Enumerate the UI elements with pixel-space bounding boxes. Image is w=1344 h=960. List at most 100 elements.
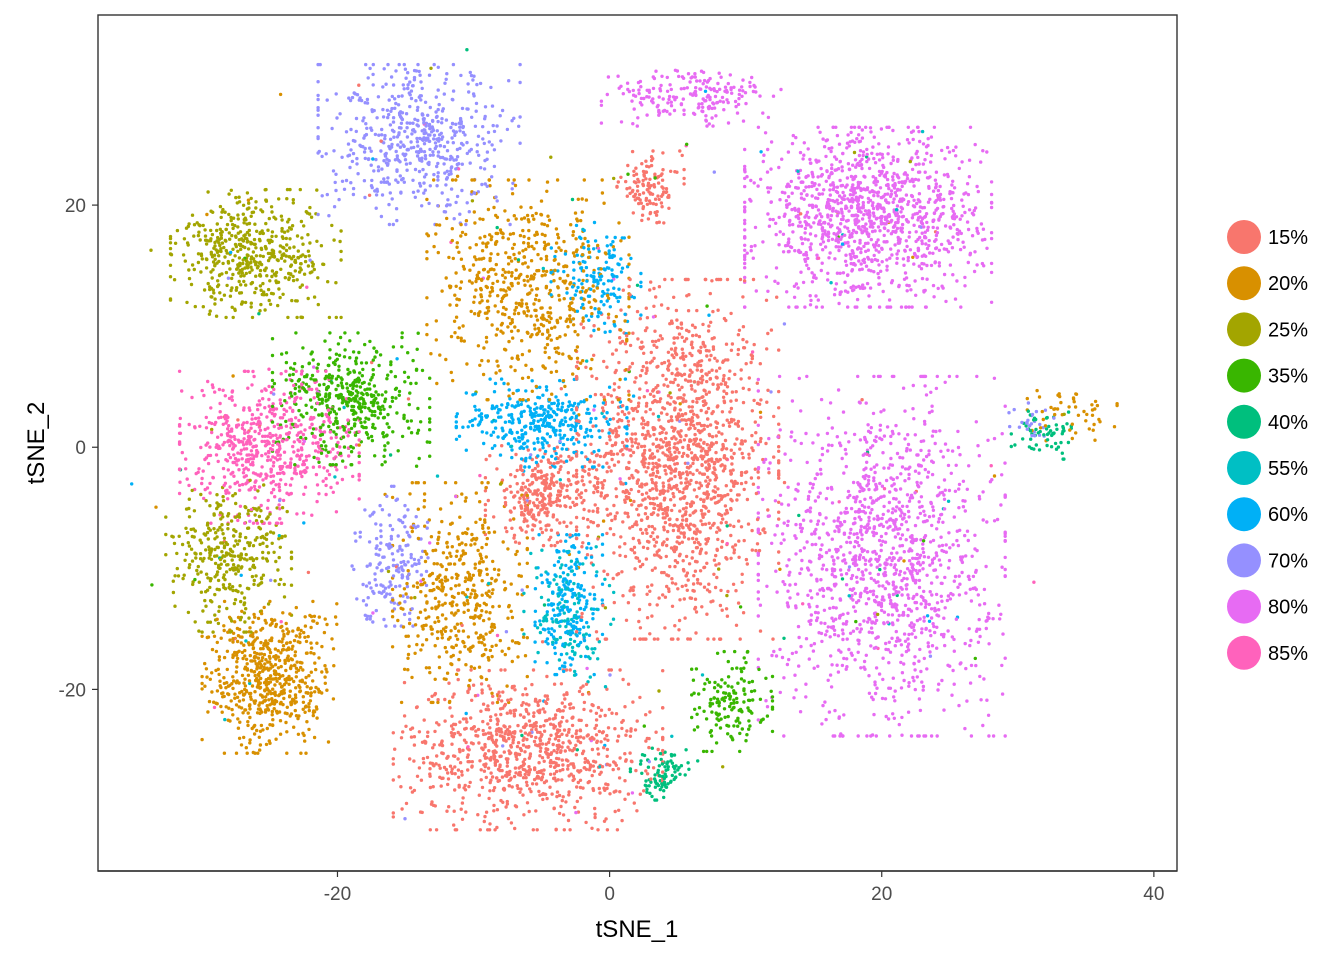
- data-point: [227, 424, 231, 428]
- data-point: [1095, 403, 1100, 408]
- data-point: [646, 429, 650, 434]
- data-point: [918, 205, 923, 209]
- data-point: [276, 568, 280, 572]
- data-point: [657, 95, 661, 99]
- data-point: [819, 242, 823, 246]
- data-point: [695, 712, 699, 716]
- data-point: [653, 757, 658, 761]
- data-point: [396, 549, 400, 553]
- data-point: [724, 484, 728, 488]
- data-point: [391, 811, 395, 815]
- data-point: [222, 559, 227, 563]
- data-point: [273, 683, 277, 687]
- data-point: [861, 153, 865, 158]
- data-point: [350, 408, 354, 412]
- data-point: [463, 644, 467, 649]
- data-point: [400, 434, 405, 439]
- data-point: [927, 410, 932, 415]
- data-point: [222, 751, 227, 755]
- data-point: [530, 528, 535, 532]
- data-point: [632, 499, 636, 504]
- data-point: [694, 667, 699, 671]
- data-point: [531, 536, 535, 541]
- data-point: [612, 176, 616, 181]
- data-point: [517, 500, 521, 504]
- data-point: [425, 552, 429, 556]
- data-point: [915, 571, 920, 576]
- data-point: [613, 809, 617, 814]
- data-point: [881, 656, 885, 660]
- data-point: [588, 428, 593, 433]
- data-point: [675, 325, 680, 330]
- data-point: [469, 147, 473, 152]
- data-point: [287, 695, 292, 699]
- data-point: [739, 669, 744, 674]
- data-point: [500, 108, 505, 113]
- data-point: [250, 383, 254, 387]
- data-point: [413, 595, 417, 600]
- data-point: [707, 390, 711, 394]
- data-point: [464, 711, 468, 716]
- data-point: [442, 144, 447, 149]
- data-point: [956, 543, 961, 548]
- data-point: [320, 401, 324, 405]
- data-point: [818, 588, 822, 592]
- data-point: [413, 651, 417, 655]
- data-point: [806, 593, 810, 597]
- data-point: [473, 592, 478, 597]
- data-point: [507, 388, 511, 392]
- data-point: [880, 516, 884, 521]
- data-point: [390, 587, 395, 592]
- data-point: [550, 392, 554, 396]
- data-point: [856, 374, 860, 379]
- data-point: [541, 543, 546, 548]
- data-point: [577, 533, 581, 537]
- data-point: [532, 447, 537, 451]
- data-point: [697, 105, 701, 109]
- data-point: [436, 88, 440, 92]
- data-point: [715, 89, 719, 94]
- data-point: [215, 228, 219, 233]
- data-point: [957, 482, 962, 487]
- data-point: [644, 361, 649, 365]
- data-point: [648, 602, 652, 607]
- data-point: [735, 696, 739, 701]
- data-point: [277, 582, 281, 587]
- data-point: [327, 373, 332, 377]
- data-point: [239, 448, 243, 452]
- data-point: [363, 195, 367, 200]
- data-point: [967, 175, 972, 179]
- data-point: [430, 694, 434, 698]
- data-point: [333, 615, 338, 619]
- data-point: [966, 574, 971, 579]
- data-point: [661, 97, 665, 101]
- data-point: [374, 608, 378, 613]
- data-point: [955, 374, 959, 379]
- data-point: [584, 365, 588, 369]
- data-point: [658, 787, 662, 792]
- data-point: [472, 666, 477, 670]
- data-point: [200, 257, 204, 261]
- data-point: [525, 636, 529, 640]
- data-point: [701, 749, 706, 754]
- data-point: [454, 167, 458, 171]
- data-point: [581, 316, 585, 320]
- data-point: [279, 478, 283, 482]
- data-point: [617, 221, 621, 225]
- data-point: [425, 250, 429, 254]
- data-point: [449, 501, 454, 505]
- data-point: [965, 699, 969, 703]
- data-point: [590, 434, 594, 439]
- data-point: [599, 740, 603, 744]
- data-point: [486, 731, 491, 735]
- data-point: [586, 517, 590, 522]
- data-point: [897, 573, 902, 577]
- data-point: [236, 564, 240, 568]
- data-point: [383, 137, 387, 141]
- data-point: [240, 270, 244, 275]
- data-point: [247, 616, 251, 620]
- data-point: [245, 751, 249, 755]
- data-point: [253, 429, 257, 434]
- data-point: [427, 615, 431, 619]
- data-point: [301, 668, 305, 672]
